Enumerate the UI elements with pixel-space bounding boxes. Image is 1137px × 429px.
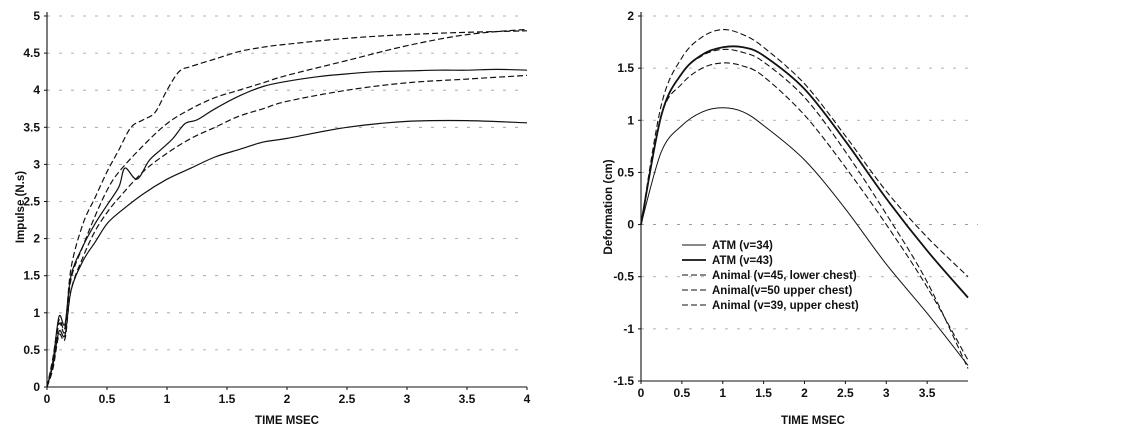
y-tick-label: 3.5	[23, 120, 40, 134]
x-tick-label: 0	[44, 392, 51, 406]
x-tick-label: 0.5	[674, 386, 691, 400]
y-tick-label: 1.5	[23, 269, 40, 283]
y-tick-label: -1.5	[613, 374, 634, 388]
series-line-3	[46, 28, 528, 388]
y-tick-label: 1.5	[617, 61, 634, 75]
series-line-2	[46, 68, 528, 388]
y-tick-label: 0.5	[617, 165, 634, 179]
y-tick-label: -1	[623, 322, 634, 336]
series-line-5	[46, 119, 528, 388]
impulse-y-axis-label: Impulse (N.s)	[15, 171, 27, 243]
legend-label: Animal (v=45, lower chest)	[712, 270, 857, 282]
y-tick-label: 0	[33, 380, 40, 394]
y-tick-label: 1	[33, 306, 40, 320]
impulse-x-axis-label: TIME MSEC	[255, 415, 319, 427]
x-tick-label: 3.5	[919, 386, 936, 400]
x-tick-label: 3	[404, 392, 411, 406]
x-tick-label: 1	[164, 392, 171, 406]
y-tick-label: 2.5	[23, 195, 40, 209]
series-line-4	[640, 48, 969, 369]
legend-label: Animal (v=39, upper chest)	[712, 300, 859, 312]
x-tick-label: 1	[719, 386, 726, 400]
y-tick-label: 0.5	[23, 343, 40, 357]
x-tick-label: 2	[284, 392, 291, 406]
impulse-chart: Impulse (N.s) TIME MSEC 0 0.5 1 1.5 2 2.5 3 3.5…	[15, 9, 531, 427]
x-tick-label: 3	[883, 386, 890, 400]
x-tick-label: 1.5	[755, 386, 772, 400]
x-tick-label: 2.5	[837, 386, 854, 400]
deformation-chart: Deformation (cm) TIME MSEC -1.5 -1 -0.5 0 0.…	[603, 9, 978, 427]
series-line-4	[46, 74, 528, 388]
x-tick-label: 2.5	[339, 392, 356, 406]
x-tick-label: 0	[638, 386, 645, 400]
y-tick-label: 4	[33, 83, 40, 97]
series-line-3	[640, 62, 969, 361]
x-tick-label: 3.5	[459, 392, 476, 406]
deformation-x-axis-label: TIME MSEC	[781, 415, 845, 427]
y-tick-label: 3	[33, 157, 40, 171]
series-line-1	[640, 107, 969, 366]
y-tick-label: 2	[627, 9, 634, 23]
x-tick-label: 0.5	[99, 392, 116, 406]
y-tick-label: 5	[33, 9, 40, 23]
legend-label: Animal(v=50 upper chest)	[712, 285, 852, 297]
x-tick-label: 2	[801, 386, 808, 400]
x-tick-label: 4	[524, 392, 531, 406]
legend-label: ATM (v=43)	[712, 255, 773, 267]
legend-label: ATM (v=34)	[712, 240, 773, 252]
series-line-1	[46, 30, 528, 388]
x-tick-label: 1.5	[219, 392, 236, 406]
deformation-y-axis-label: Deformation (cm)	[603, 159, 615, 254]
y-tick-label: 2	[33, 232, 40, 246]
series-line-5	[640, 29, 969, 278]
y-tick-label: 4.5	[23, 46, 40, 60]
y-tick-label: 0	[627, 218, 634, 232]
y-tick-label: 1	[627, 113, 634, 127]
y-tick-label: -0.5	[613, 270, 634, 284]
